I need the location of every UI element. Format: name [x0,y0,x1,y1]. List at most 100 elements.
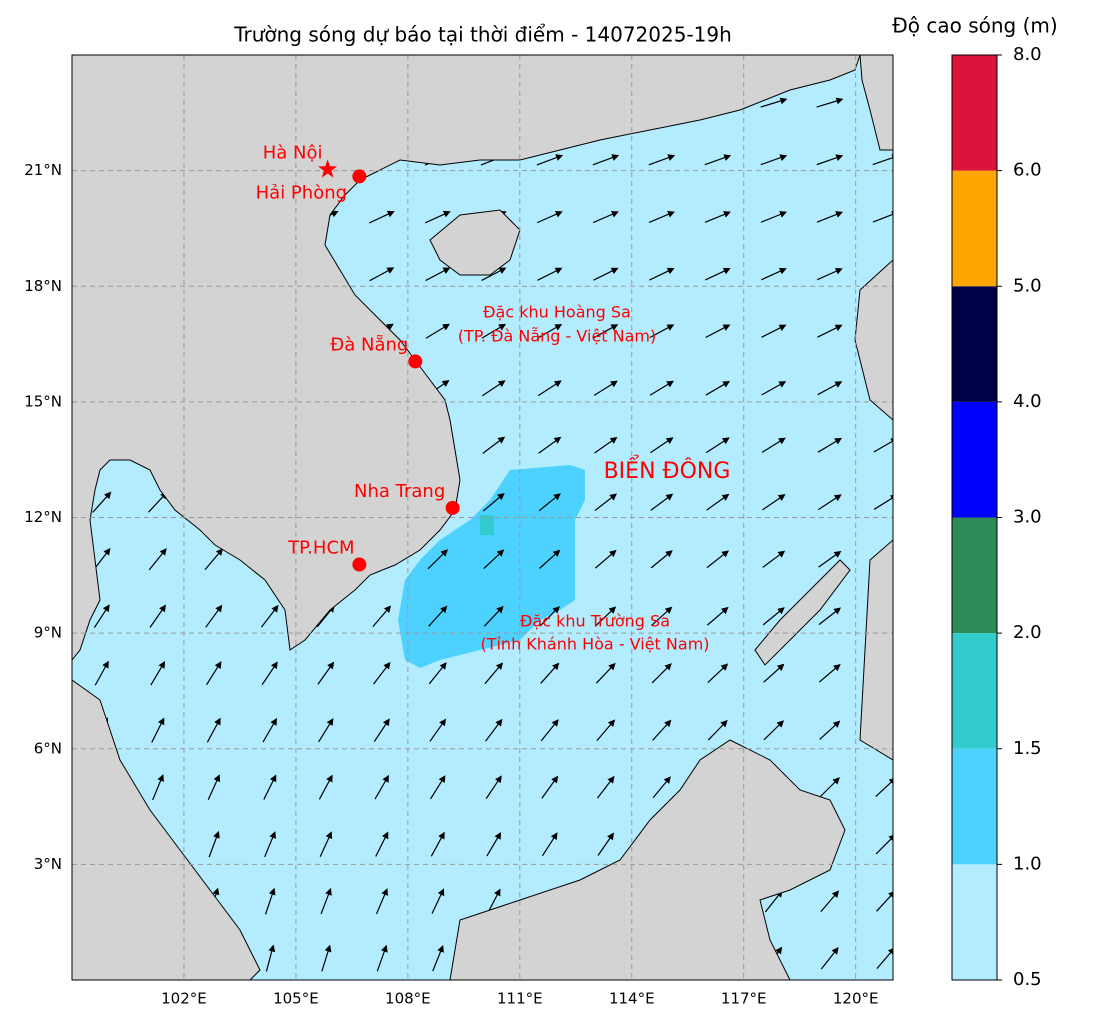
arrow [537,380,562,397]
arrow-head [890,438,893,445]
arrow-head [269,774,277,783]
annotation: Đặc khu Hoàng Sa [483,303,631,322]
city-label: Đà Nẵng [330,334,408,355]
colorbar-segment [952,170,997,287]
colorbar-tick-label: 3.0 [1013,507,1042,528]
arrow [149,604,166,628]
arrow [539,606,560,627]
colorbar-tick-label: 5.0 [1013,275,1042,296]
arrow [375,888,388,915]
arrow [762,607,785,626]
arrow-head [667,154,676,161]
arrow [320,887,332,915]
arrow-head [553,380,562,388]
colorbar: 0.5 1.0 1.5 2.0 3.0 4.0 5.0 6.0 8.0 [951,44,1042,990]
colorbar-label: Độ cao sóng (m) [892,14,1057,38]
arrow [373,661,391,685]
arrow-head [722,267,731,275]
arrow [762,550,786,568]
arrow-head [779,211,787,218]
arrow-head [723,154,732,161]
arrow-head [834,324,843,332]
arrow-head [723,211,731,218]
arrow-head [720,663,729,671]
arrow-head [835,211,844,218]
arrow [432,945,444,972]
arrow [372,605,392,628]
arrow [369,267,395,282]
arrow-head [439,718,447,727]
arrow-head [270,717,278,726]
colorbar-tick-label: 2.0 [1013,622,1042,643]
arrow [872,211,893,223]
arrow-head [159,604,166,613]
colorbar-tick-label: 0.5 [1013,969,1042,990]
arrow-head [552,606,560,614]
arrow [875,834,893,855]
arrow [593,267,619,281]
arrow [431,888,445,914]
arrow [652,776,671,799]
arrow [430,775,446,800]
arrow-head [890,494,893,502]
arrow [820,946,839,970]
city-label: Nha Trang [354,481,445,502]
arrow [538,493,561,512]
arrow-head [102,604,110,613]
arrow-head [441,380,450,387]
arrow [205,604,223,628]
arrow [482,492,505,512]
arrow-head [888,890,893,899]
arrow-head [609,493,618,501]
arrow-head [887,947,893,955]
arrow-head [721,550,730,558]
arrow-head [439,662,447,670]
arrow [427,549,448,570]
arrow [595,606,617,627]
arrow [818,663,841,683]
arrow-head [158,717,165,726]
arrow-head [665,550,673,558]
city-marker [352,557,367,572]
arrow-head [722,324,731,331]
arrow-head [778,267,787,275]
arrow [206,717,221,743]
city-marker [318,159,338,178]
arrow [761,381,787,396]
arrow [763,720,785,741]
arrow [151,717,165,743]
arrow-head [268,887,276,896]
arrow [540,719,559,742]
arrow-head [666,267,675,275]
wave-zone [480,515,494,535]
chart-title: Trường sóng dự báo tại thời điểm - 14072… [233,23,732,47]
grid [72,55,893,980]
map-frame [71,54,894,981]
arrow-head [104,491,112,500]
arrow-head [607,832,614,841]
arrow [649,324,675,339]
arrow-head [665,437,674,444]
arrow-head [777,550,786,558]
arrow [481,267,507,281]
arrow-head [611,211,619,218]
city-marker [408,354,423,369]
arrow-head [552,549,561,557]
arrow [760,97,788,108]
arrow [597,832,614,856]
arrow [650,437,674,454]
arrow [651,606,673,626]
arrow [541,775,559,799]
arrow-head [103,547,111,556]
arrow-head [555,154,564,161]
arrow [704,154,732,166]
arrow-head [779,154,788,161]
arrow-head [551,775,559,784]
arrow-head [776,720,785,728]
arrow-head [324,944,332,953]
arrow [539,549,561,569]
colorbar-segment [952,633,997,749]
arrow [318,718,334,743]
arrow [375,831,389,857]
arrow-head [325,887,332,896]
